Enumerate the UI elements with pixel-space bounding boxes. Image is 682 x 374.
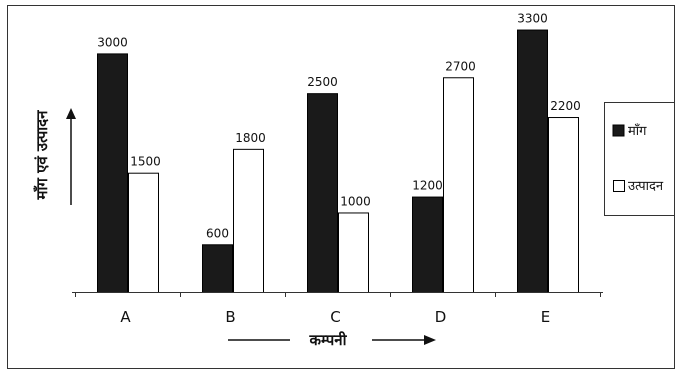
legend: माँग उत्पादन <box>604 102 675 216</box>
value-label-D-demand: 1200 <box>412 179 443 193</box>
value-label-B-production: 1800 <box>235 131 266 145</box>
bar-E-demand <box>517 29 548 294</box>
value-label-C-demand: 2500 <box>307 75 338 89</box>
x-tick-label-B: B <box>225 308 235 326</box>
value-label-A-production: 1500 <box>130 155 161 169</box>
value-label-E-production: 2200 <box>550 99 581 113</box>
bar-E-production <box>548 117 579 294</box>
value-label-C-production: 1000 <box>340 194 371 208</box>
legend-swatch-production <box>613 180 625 192</box>
value-label-E-demand: 3300 <box>517 12 548 26</box>
legend-border <box>604 102 675 216</box>
x-tick-label-A: A <box>120 308 131 326</box>
x-tick-label-E: E <box>541 308 550 326</box>
legend-label-production: उत्पादन <box>628 179 664 194</box>
bar-A-production <box>128 172 159 293</box>
value-label-A-demand: 3000 <box>97 35 128 49</box>
bar-D-demand <box>412 196 443 293</box>
bar-B-demand <box>202 244 233 293</box>
value-label-D-production: 2700 <box>445 59 476 73</box>
x-tick-labels-group: A B C D E <box>120 308 550 326</box>
bar-A-demand <box>97 53 128 294</box>
bars-group <box>97 29 579 294</box>
legend-label-demand: माँग <box>628 123 647 139</box>
bar-D-production <box>443 77 474 294</box>
x-ticks-group <box>75 292 601 297</box>
x-axis-arrow-head <box>424 335 436 345</box>
bar-C-demand <box>307 93 338 294</box>
y-axis-arrow-head <box>66 108 76 119</box>
bar-C-production <box>338 212 369 293</box>
x-tick-label-C: C <box>330 308 340 326</box>
value-label-B-demand: 600 <box>206 226 229 240</box>
legend-swatch-demand <box>612 124 625 137</box>
x-tick-label-D: D <box>435 308 447 326</box>
y-axis-title: माँग एवं उत्पादन <box>33 110 51 201</box>
bar-B-production <box>233 148 264 293</box>
value-labels-group: 3000 1500 600 1800 2500 1000 1200 2700 3300 2200 <box>97 12 581 241</box>
x-axis-title: कम्पनी <box>308 331 347 349</box>
